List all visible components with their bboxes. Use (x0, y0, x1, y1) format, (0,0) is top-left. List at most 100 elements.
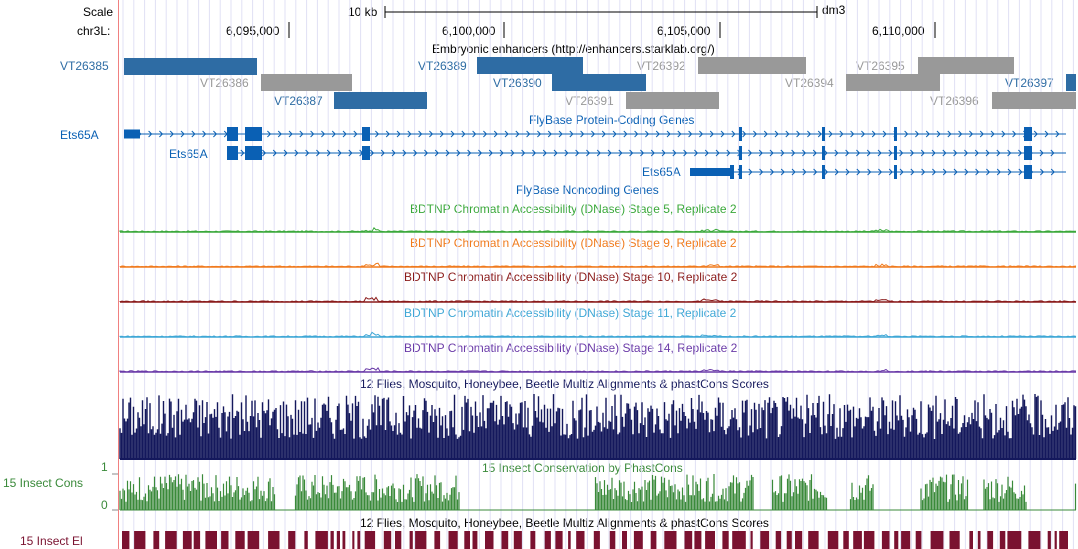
strand-arrow (456, 149, 461, 157)
strand-arrow (521, 149, 526, 157)
strand-arrow (769, 149, 774, 157)
strand-arrow (942, 168, 947, 176)
conserved-element (501, 531, 509, 549)
strand-arrow (202, 130, 207, 138)
conserved-element (576, 531, 585, 549)
dnase-stage10-title[interactable]: BDTNP Chromatin Accessibility (DNase) St… (404, 270, 738, 284)
enhancer-label[interactable]: VT26391 (565, 94, 614, 108)
enhancer-label[interactable]: VT26397 (1005, 76, 1054, 90)
strand-arrow (504, 130, 509, 138)
gene-exon (894, 165, 897, 179)
dnase-stage14-title[interactable]: BDTNP Chromatin Accessibility (DNase) St… (404, 341, 738, 355)
strand-arrow (920, 149, 925, 157)
strand-arrow (375, 130, 380, 138)
strand-arrow (780, 149, 785, 157)
dnase-stage5-title[interactable]: BDTNP Chromatin Accessibility (DNase) St… (410, 202, 737, 216)
strand-arrow (385, 130, 390, 138)
enhancer-label[interactable]: VT26389 (418, 59, 467, 73)
strand-arrow (591, 130, 596, 138)
enhancer-label[interactable]: VT26387 (274, 94, 323, 108)
strand-arrow (812, 149, 817, 157)
flybase-coding-title[interactable]: FlyBase Protein-Coding Genes (529, 113, 695, 127)
strand-arrow (472, 130, 477, 138)
dnase-stage9-title[interactable]: BDTNP Chromatin Accessibility (DNase) St… (410, 236, 737, 250)
strand-arrow (748, 168, 753, 176)
conserved-element (664, 531, 677, 549)
conserved-element (750, 531, 753, 549)
strand-arrow (407, 130, 412, 138)
strand-arrow (310, 130, 315, 138)
enhancer-bar (698, 57, 806, 74)
conserved-element (633, 531, 643, 549)
gene-exon (894, 146, 897, 160)
conserved-element (760, 531, 770, 549)
strand-arrow (370, 149, 375, 157)
conserved-element (288, 531, 296, 549)
enhancer-label[interactable]: VT26390 (493, 76, 542, 90)
insect-el-left-label[interactable]: 15 Insect El (20, 534, 83, 548)
conserved-element (1047, 531, 1051, 549)
conserved-element (513, 531, 522, 549)
strand-arrow (774, 130, 779, 138)
conserved-element (930, 531, 944, 549)
enhancer-label[interactable]: VT26394 (785, 76, 834, 90)
dnase-stage11-title[interactable]: BDTNP Chromatin Accessibility (DNase) St… (404, 306, 737, 320)
insect-el-title[interactable]: 12 Flies, Mosquito, Honeybee, Beetle Mul… (360, 516, 769, 530)
strand-arrow (402, 149, 407, 157)
gene-exon (1024, 165, 1032, 179)
conserved-element (485, 531, 494, 549)
strand-arrow (321, 130, 326, 138)
strand-arrow (424, 149, 429, 157)
conserved-element (555, 531, 563, 549)
gene-exon (822, 165, 825, 179)
insect-cons-left-label[interactable]: 15 Insect Cons (3, 476, 84, 490)
strand-arrow (1001, 130, 1006, 138)
strand-arrow (542, 149, 547, 157)
strand-arrow (326, 149, 331, 157)
enhancer-bar (261, 74, 352, 91)
conserved-element (1007, 531, 1022, 549)
strand-arrow (331, 130, 336, 138)
strand-arrow (785, 130, 790, 138)
strand-arrow (634, 130, 639, 138)
strand-arrow (688, 130, 693, 138)
conserved-element (472, 531, 478, 549)
strand-arrow (796, 130, 801, 138)
strand-arrow (342, 130, 347, 138)
conserved-element (915, 531, 922, 549)
conserved-element (894, 531, 899, 549)
conserved-element (357, 531, 361, 549)
gene-exon (1024, 127, 1032, 141)
strand-arrow (947, 130, 952, 138)
strand-arrow (434, 149, 439, 157)
strand-arrow (709, 130, 714, 138)
strand-arrow (921, 168, 926, 176)
gene-label[interactable]: Ets65A (642, 165, 681, 179)
strand-arrow (791, 149, 796, 157)
enhancer-track-title[interactable]: Embryonic enhancers (http://enhancers.st… (432, 42, 715, 56)
insect-cons-title[interactable]: 15 Insect Conservation by PhastCons (482, 461, 683, 475)
conserved-element (827, 531, 839, 549)
conserved-element (999, 531, 1006, 549)
phastcons-bars (119, 474, 1077, 510)
enhancer-label[interactable]: VT26386 (200, 76, 249, 90)
strand-arrow (288, 130, 293, 138)
gene-exon (739, 146, 742, 160)
gene-label[interactable]: Ets65A (60, 128, 99, 142)
strand-arrow (580, 130, 585, 138)
multiz-title[interactable]: 12 Flies, Mosquito, Honeybee, Beetle Mul… (360, 377, 769, 391)
gene-exon (362, 127, 370, 141)
strand-arrow (861, 130, 866, 138)
strand-arrow (380, 149, 385, 157)
gene-label[interactable]: Ets65A (169, 147, 208, 161)
enhancer-label[interactable]: VT26385 (60, 59, 109, 73)
strand-arrow (899, 168, 904, 176)
strand-arrow (763, 130, 768, 138)
conserved-element (863, 531, 875, 549)
strand-arrow (824, 168, 829, 176)
gene-exon (822, 127, 825, 141)
strand-arrow (391, 149, 396, 157)
conserved-element (352, 531, 355, 549)
strand-arrow (629, 149, 634, 157)
